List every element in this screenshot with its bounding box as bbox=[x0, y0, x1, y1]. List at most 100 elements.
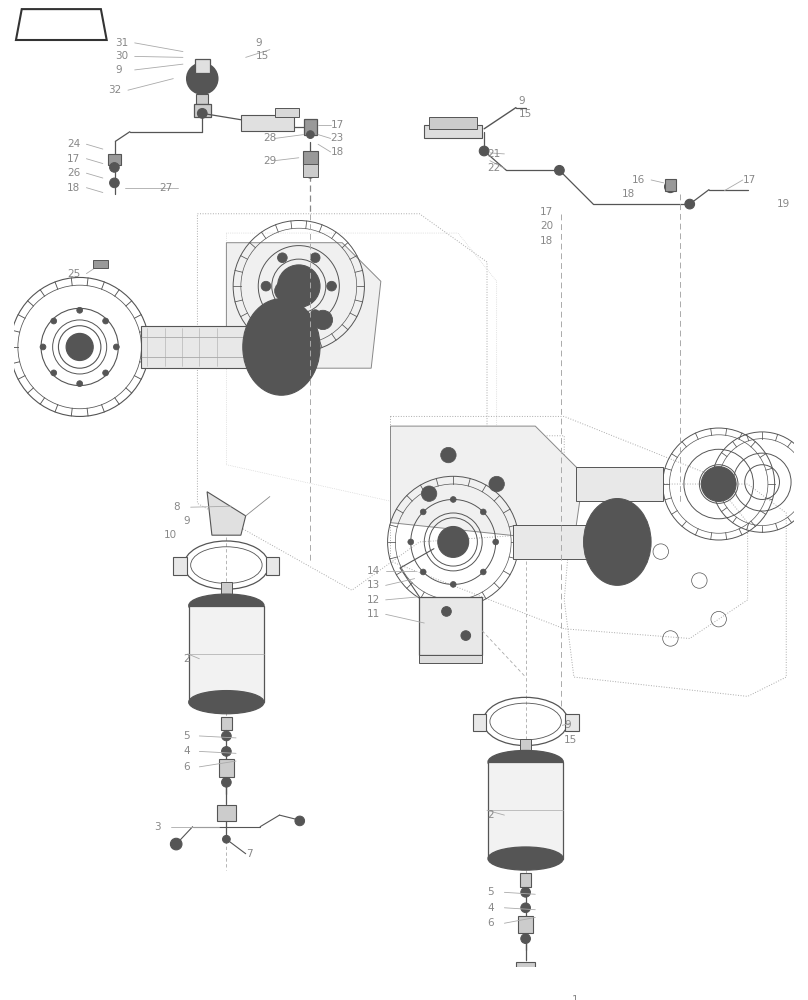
Circle shape bbox=[481, 509, 486, 515]
Text: 23: 23 bbox=[330, 133, 344, 143]
Text: 4: 4 bbox=[183, 746, 190, 756]
Circle shape bbox=[113, 344, 120, 350]
Bar bbox=[173, 557, 187, 575]
Bar bbox=[473, 714, 486, 731]
Bar bbox=[304, 119, 317, 135]
Text: 9: 9 bbox=[183, 516, 190, 526]
Text: 12: 12 bbox=[366, 595, 380, 605]
Bar bbox=[518, 916, 533, 933]
Circle shape bbox=[170, 838, 182, 850]
Text: 8: 8 bbox=[173, 502, 180, 512]
Bar bbox=[424, 125, 482, 138]
Polygon shape bbox=[207, 492, 246, 535]
Bar bbox=[665, 179, 676, 191]
Ellipse shape bbox=[242, 299, 320, 395]
Text: 25: 25 bbox=[67, 269, 80, 279]
Text: 2: 2 bbox=[487, 810, 494, 820]
Text: 13: 13 bbox=[366, 580, 380, 590]
Bar bbox=[303, 151, 318, 165]
Text: 18: 18 bbox=[67, 183, 80, 193]
Bar bbox=[303, 164, 318, 177]
Bar bbox=[513, 525, 591, 559]
Text: 15: 15 bbox=[564, 735, 578, 745]
Circle shape bbox=[110, 178, 120, 188]
Bar bbox=[566, 714, 579, 731]
Circle shape bbox=[295, 816, 305, 826]
Bar bbox=[221, 717, 232, 730]
Text: 3: 3 bbox=[154, 822, 161, 832]
Text: 14: 14 bbox=[366, 566, 380, 576]
Circle shape bbox=[110, 163, 120, 172]
Polygon shape bbox=[16, 9, 107, 40]
Ellipse shape bbox=[488, 750, 563, 774]
Text: 29: 29 bbox=[263, 156, 276, 166]
Text: 6: 6 bbox=[487, 918, 494, 928]
Circle shape bbox=[77, 381, 82, 387]
Circle shape bbox=[275, 281, 294, 301]
Text: 10: 10 bbox=[164, 530, 177, 540]
Bar bbox=[520, 873, 532, 887]
Circle shape bbox=[221, 731, 231, 741]
Text: 17: 17 bbox=[67, 154, 80, 164]
Circle shape bbox=[665, 181, 676, 193]
Text: 15: 15 bbox=[519, 109, 532, 119]
Circle shape bbox=[440, 447, 457, 463]
Text: 5: 5 bbox=[183, 731, 190, 741]
Text: 2: 2 bbox=[183, 654, 190, 664]
Circle shape bbox=[479, 146, 489, 156]
Text: 26: 26 bbox=[67, 168, 80, 178]
Bar bbox=[141, 326, 247, 368]
Circle shape bbox=[66, 333, 93, 360]
Circle shape bbox=[197, 109, 207, 118]
Circle shape bbox=[422, 486, 437, 501]
Text: 18: 18 bbox=[622, 189, 635, 199]
Circle shape bbox=[450, 497, 457, 502]
Circle shape bbox=[469, 997, 482, 1000]
Text: 6: 6 bbox=[183, 762, 190, 772]
Ellipse shape bbox=[583, 499, 651, 585]
Circle shape bbox=[278, 310, 287, 319]
Circle shape bbox=[554, 165, 564, 175]
Bar bbox=[516, 962, 535, 977]
Circle shape bbox=[450, 582, 457, 587]
Circle shape bbox=[305, 168, 315, 178]
Circle shape bbox=[40, 344, 46, 350]
Circle shape bbox=[314, 310, 333, 330]
Text: 9: 9 bbox=[116, 65, 122, 75]
Circle shape bbox=[51, 370, 57, 376]
Circle shape bbox=[306, 131, 314, 138]
Circle shape bbox=[574, 968, 584, 977]
Circle shape bbox=[326, 281, 336, 291]
Bar bbox=[419, 655, 482, 663]
Text: 17: 17 bbox=[330, 120, 344, 130]
Text: 19: 19 bbox=[776, 199, 790, 209]
Circle shape bbox=[278, 253, 287, 263]
Text: 9: 9 bbox=[519, 96, 525, 106]
Circle shape bbox=[493, 539, 499, 545]
Text: 18: 18 bbox=[540, 236, 553, 246]
Text: 5: 5 bbox=[487, 887, 494, 897]
Circle shape bbox=[310, 253, 320, 263]
Text: 22: 22 bbox=[487, 163, 500, 173]
Text: 16: 16 bbox=[632, 175, 645, 185]
Text: 15: 15 bbox=[255, 51, 268, 61]
Circle shape bbox=[420, 509, 426, 515]
Circle shape bbox=[255, 320, 275, 339]
Circle shape bbox=[420, 569, 426, 575]
Text: 9: 9 bbox=[255, 38, 262, 48]
Text: 4: 4 bbox=[487, 903, 494, 913]
Circle shape bbox=[438, 526, 469, 557]
Text: 1: 1 bbox=[572, 995, 579, 1000]
Bar bbox=[520, 739, 532, 750]
Circle shape bbox=[461, 631, 470, 640]
Text: 9: 9 bbox=[564, 720, 571, 730]
Text: 30: 30 bbox=[116, 51, 128, 61]
Circle shape bbox=[489, 476, 504, 492]
Bar bbox=[107, 154, 121, 165]
Bar bbox=[195, 59, 210, 73]
Circle shape bbox=[51, 318, 57, 324]
Bar bbox=[576, 467, 663, 501]
Ellipse shape bbox=[189, 594, 264, 617]
Circle shape bbox=[408, 539, 414, 545]
Circle shape bbox=[521, 903, 530, 913]
